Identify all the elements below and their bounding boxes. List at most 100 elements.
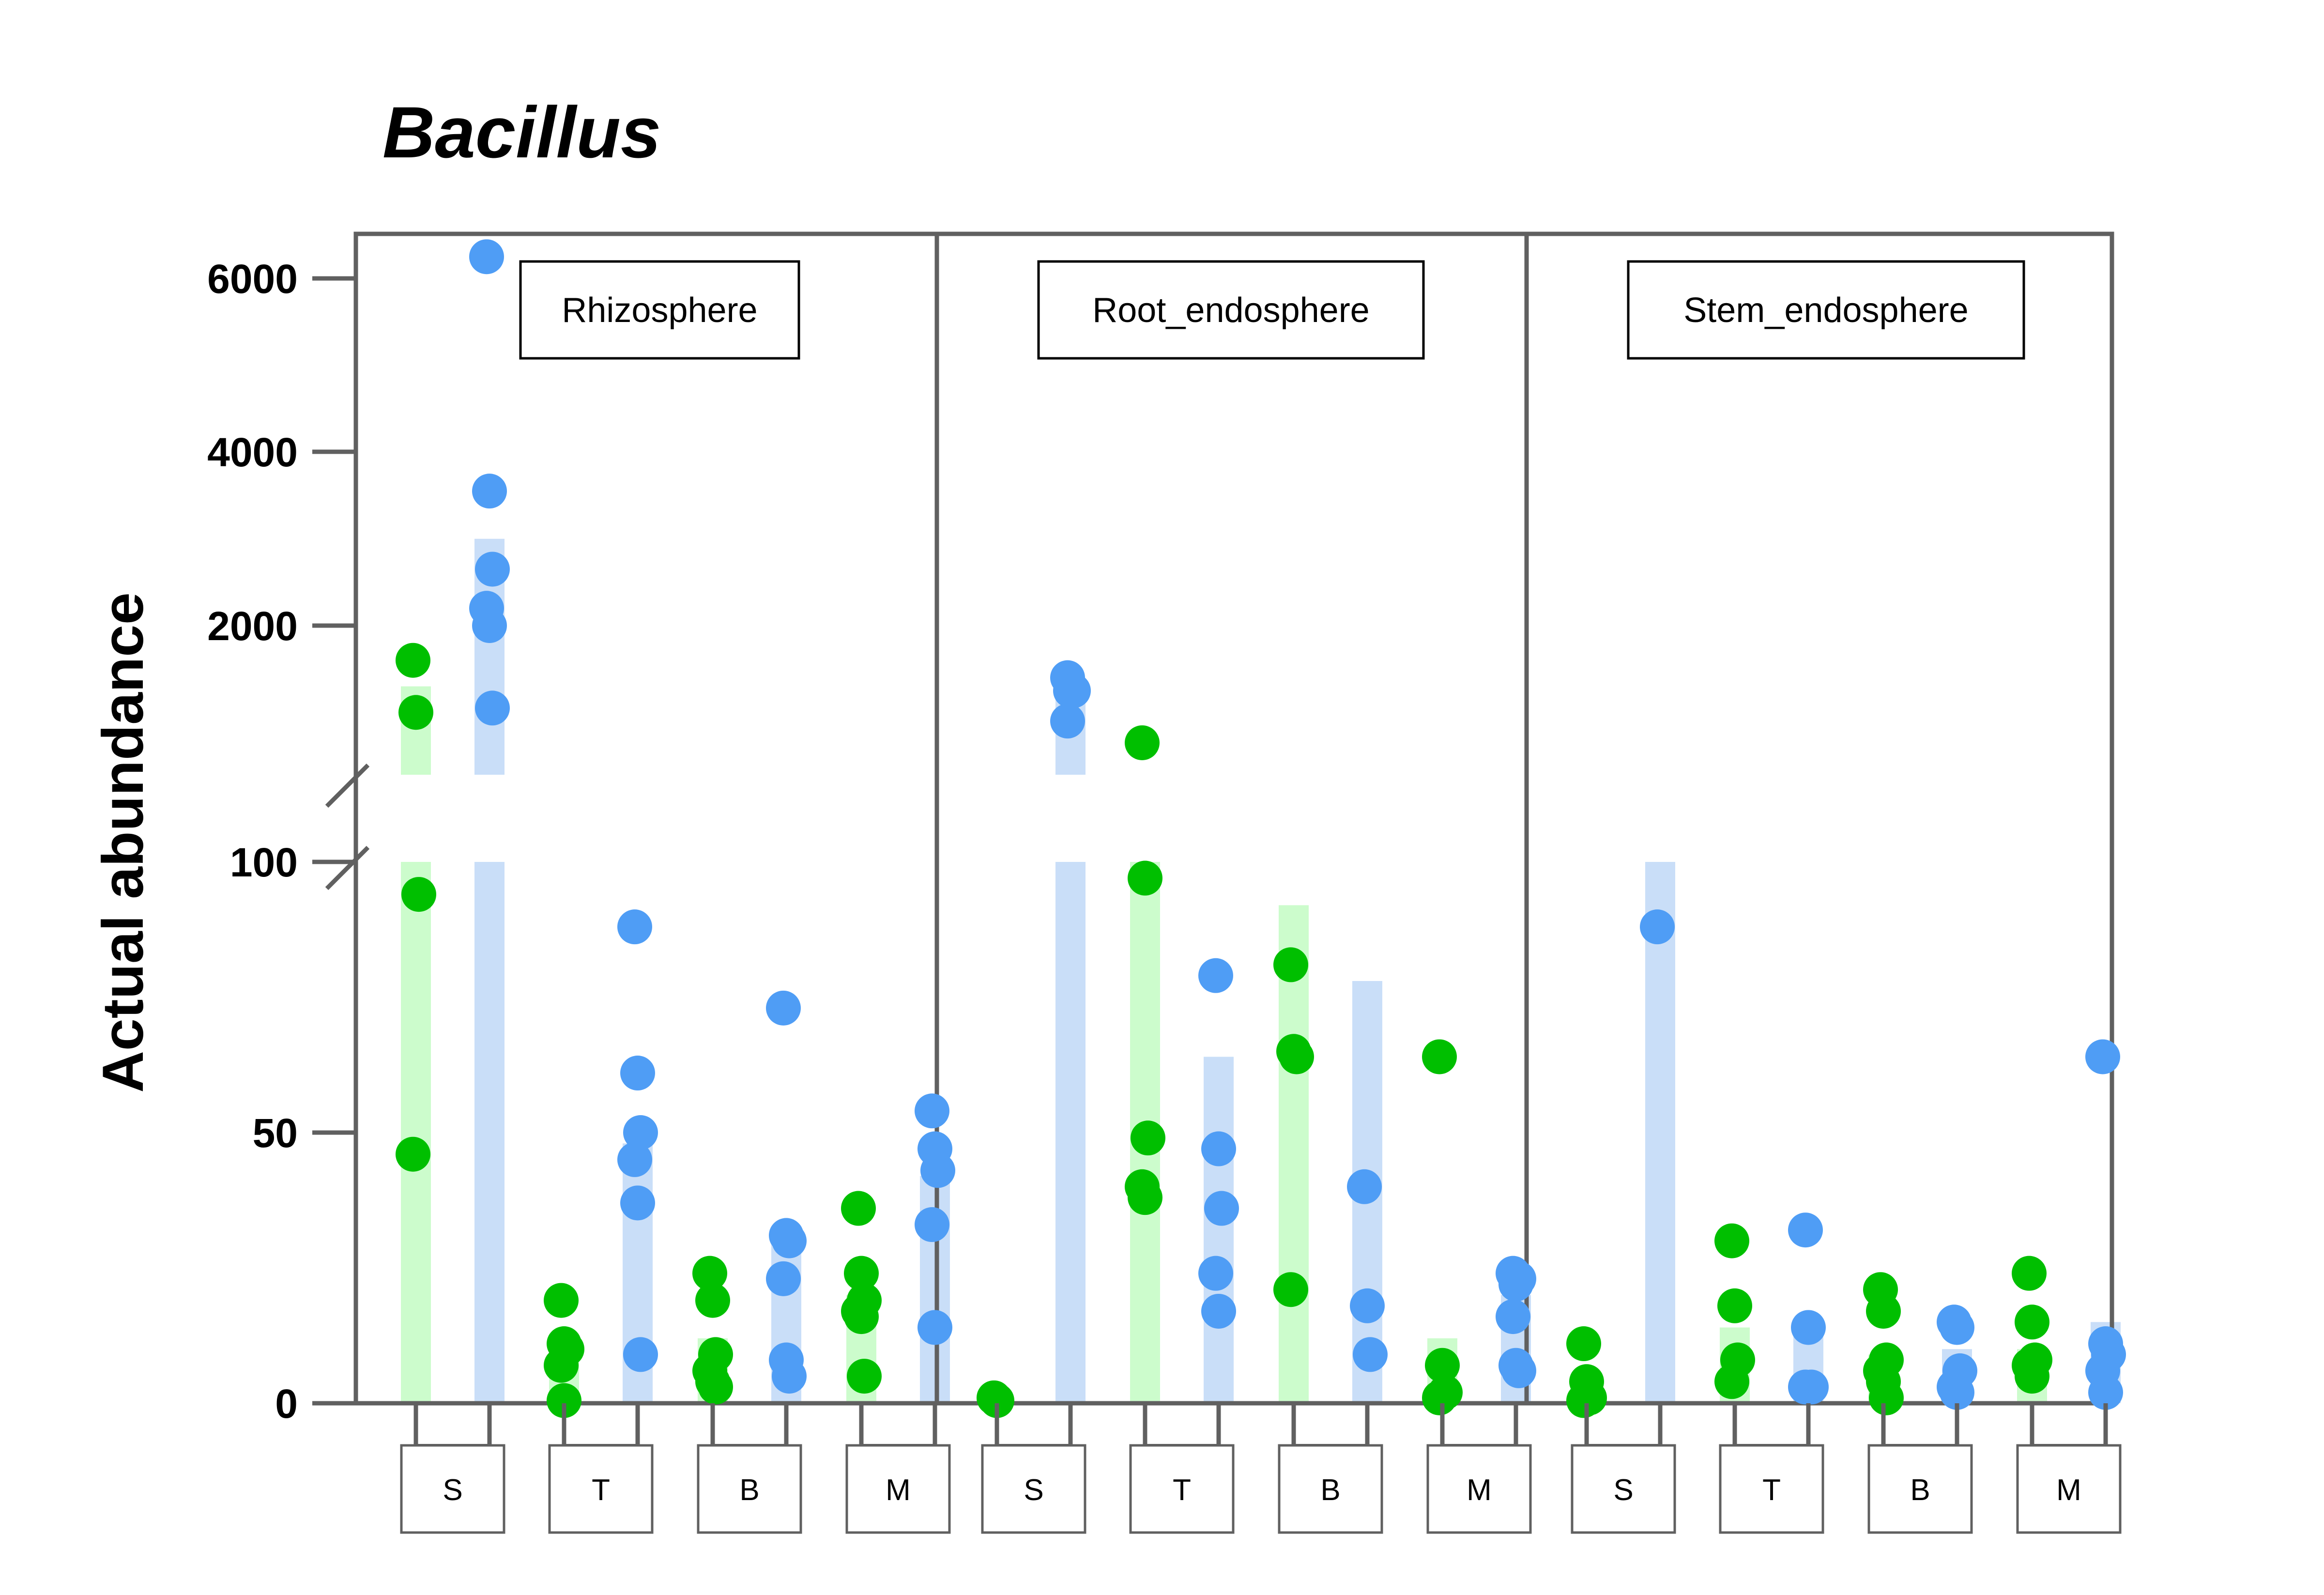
- point-rhizosphere-m-blue-2: [920, 1153, 955, 1188]
- point-rhizosphere-t-blue-1: [620, 1056, 655, 1091]
- point-stem_endosphere-t-green-0: [1714, 1223, 1749, 1258]
- point-rhizosphere-s-green-1: [398, 695, 433, 730]
- point-rhizosphere-m-green-4: [844, 1299, 879, 1334]
- point-root_endosphere-m-blue-3: [1496, 1299, 1530, 1334]
- point-stem_endosphere-s-green-0: [1566, 1326, 1601, 1362]
- point-stem_endosphere-t-blue-3: [1788, 1369, 1823, 1405]
- x-label-box-1-T: [1129, 1444, 1235, 1534]
- x-tick-label-T: T: [592, 1473, 610, 1507]
- point-root_endosphere-m-green-1: [1425, 1348, 1460, 1383]
- point-rhizosphere-b-blue-3: [766, 1261, 801, 1296]
- point-stem_endosphere-m-green-0: [2012, 1256, 2047, 1291]
- y-axis: 0 50 100 2000 4000 6000: [207, 256, 370, 1426]
- facet-labels: Rhizosphere Root_endosphere Stem_endospher…: [519, 260, 2025, 360]
- x-tick-label-B: B: [739, 1473, 759, 1507]
- point-rhizosphere-t-blue-3: [617, 1142, 652, 1177]
- y-axis-label: Actual abundance: [91, 592, 155, 1093]
- bar-stem_endosphere-s-blue: [1645, 862, 1675, 1403]
- point-stem_endosphere-t-green-3: [1714, 1364, 1749, 1399]
- x-label-box-2-M: [2016, 1444, 2122, 1534]
- point-stem_endosphere-m-green-1: [2015, 1304, 2049, 1340]
- y-tick-label-100: 100: [230, 840, 298, 885]
- point-rhizosphere-m-green-0: [841, 1191, 876, 1226]
- point-root_endosphere-s-blue-3: [1050, 704, 1085, 739]
- x-label-box-0-M: [845, 1444, 951, 1534]
- facet-label-stem_endosphere: Stem_endosphere: [1683, 291, 1968, 330]
- point-root_endosphere-m-blue-2: [1501, 1261, 1536, 1296]
- point-rhizosphere-s-blue-1: [472, 474, 507, 509]
- point-rhizosphere-s-green-0: [396, 643, 430, 678]
- point-stem_endosphere-m-blue-0: [2085, 1039, 2120, 1074]
- bar-rhizosphere-s-blue: [474, 862, 505, 1403]
- y-tick-label-6000: 6000: [207, 256, 298, 302]
- x-tick-label-B: B: [1910, 1473, 1930, 1507]
- point-root_endosphere-b-blue-1: [1350, 1288, 1385, 1323]
- x-tick-label-B: B: [1320, 1473, 1340, 1507]
- points-layer: [396, 239, 2126, 1418]
- x-tick-label-M: M: [886, 1473, 911, 1507]
- point-rhizosphere-b-green-5: [698, 1369, 733, 1405]
- point-root_endosphere-b-blue-0: [1347, 1169, 1382, 1204]
- x-tick-label-S: S: [1613, 1473, 1633, 1507]
- bar-root_endosphere-t-blue: [1204, 1057, 1234, 1403]
- point-rhizosphere-s-green-3: [396, 1136, 430, 1172]
- point-rhizosphere-t-blue-0: [617, 909, 652, 945]
- axis-break-upper: [325, 763, 370, 808]
- point-rhizosphere-t-blue-2: [623, 1115, 658, 1150]
- point-rhizosphere-t-blue-5: [623, 1337, 658, 1372]
- point-stem_endosphere-t-blue-0: [1788, 1212, 1823, 1248]
- y-tick-label-0: 0: [275, 1381, 298, 1426]
- point-rhizosphere-t-green-3: [544, 1348, 579, 1383]
- point-root_endosphere-b-green-2: [1279, 1039, 1314, 1074]
- point-stem_endosphere-m-green-4: [2015, 1359, 2049, 1394]
- x-tick-label-M: M: [1467, 1473, 1492, 1507]
- point-rhizosphere-t-green-4: [547, 1383, 581, 1418]
- bar-root_endosphere-s-blue: [1055, 862, 1086, 1403]
- axis-break-lower: [325, 845, 370, 890]
- point-stem_endosphere-b-green-5: [1869, 1380, 1904, 1415]
- point-stem_endosphere-m-blue-4: [2088, 1375, 2123, 1410]
- point-root_endosphere-m-green-3: [1422, 1380, 1457, 1415]
- point-root_endosphere-s-blue-2: [1056, 673, 1091, 708]
- chart-title: Bacillus: [382, 92, 661, 173]
- facet-box-rhizosphere: [519, 260, 800, 360]
- point-rhizosphere-t-green-0: [544, 1283, 579, 1318]
- x-label-box-0-T: [548, 1444, 654, 1534]
- point-rhizosphere-m-green-5: [847, 1359, 882, 1394]
- point-rhizosphere-b-blue-0: [766, 990, 801, 1026]
- facet-label-root_endosphere: Root_endosphere: [1092, 291, 1369, 330]
- point-root_endosphere-t-green-0: [1125, 725, 1160, 760]
- x-label-box-2-T: [1719, 1444, 1824, 1534]
- point-stem_endosphere-t-blue-1: [1791, 1310, 1826, 1345]
- point-rhizosphere-b-blue-2: [772, 1223, 807, 1258]
- point-rhizosphere-s-green-2: [401, 877, 436, 912]
- x-tick-label-T: T: [1762, 1473, 1781, 1507]
- point-root_endosphere-m-green-0: [1422, 1039, 1457, 1074]
- x-label-box-1-S: [981, 1444, 1086, 1534]
- bars-layer: [401, 538, 2121, 1403]
- x-label-box-0-S: [400, 1444, 505, 1534]
- x-label-box-2-S: [1571, 1444, 1676, 1534]
- x-tick-label-S: S: [1024, 1473, 1043, 1507]
- bar-rhizosphere-s-green: [401, 862, 431, 1403]
- point-rhizosphere-m-green-1: [844, 1256, 879, 1291]
- facet-label-rhizosphere: Rhizosphere: [562, 291, 757, 330]
- point-root_endosphere-t-blue-4: [1201, 1293, 1236, 1329]
- bar-root_endosphere-b-green: [1279, 905, 1309, 1403]
- point-rhizosphere-s-blue-2: [475, 552, 510, 587]
- y-tick-label-50: 50: [253, 1110, 298, 1156]
- point-root_endosphere-b-blue-2: [1353, 1337, 1388, 1372]
- facet-box-stem_endosphere: [1627, 260, 2025, 360]
- point-root_endosphere-t-green-2: [1131, 1120, 1165, 1156]
- point-rhizosphere-b-green-0: [692, 1256, 727, 1291]
- panel-frame-stem_endosphere: [1524, 231, 2114, 1406]
- point-root_endosphere-t-blue-0: [1198, 958, 1233, 993]
- point-rhizosphere-m-blue-4: [917, 1310, 952, 1345]
- point-stem_endosphere-b-blue-1: [1940, 1310, 1974, 1345]
- point-rhizosphere-m-blue-0: [915, 1093, 949, 1129]
- point-rhizosphere-m-blue-3: [915, 1207, 949, 1242]
- panel-frames: [353, 231, 2114, 1406]
- x-tick-label-M: M: [2056, 1473, 2081, 1507]
- y-tick-label-4000: 4000: [207, 429, 298, 475]
